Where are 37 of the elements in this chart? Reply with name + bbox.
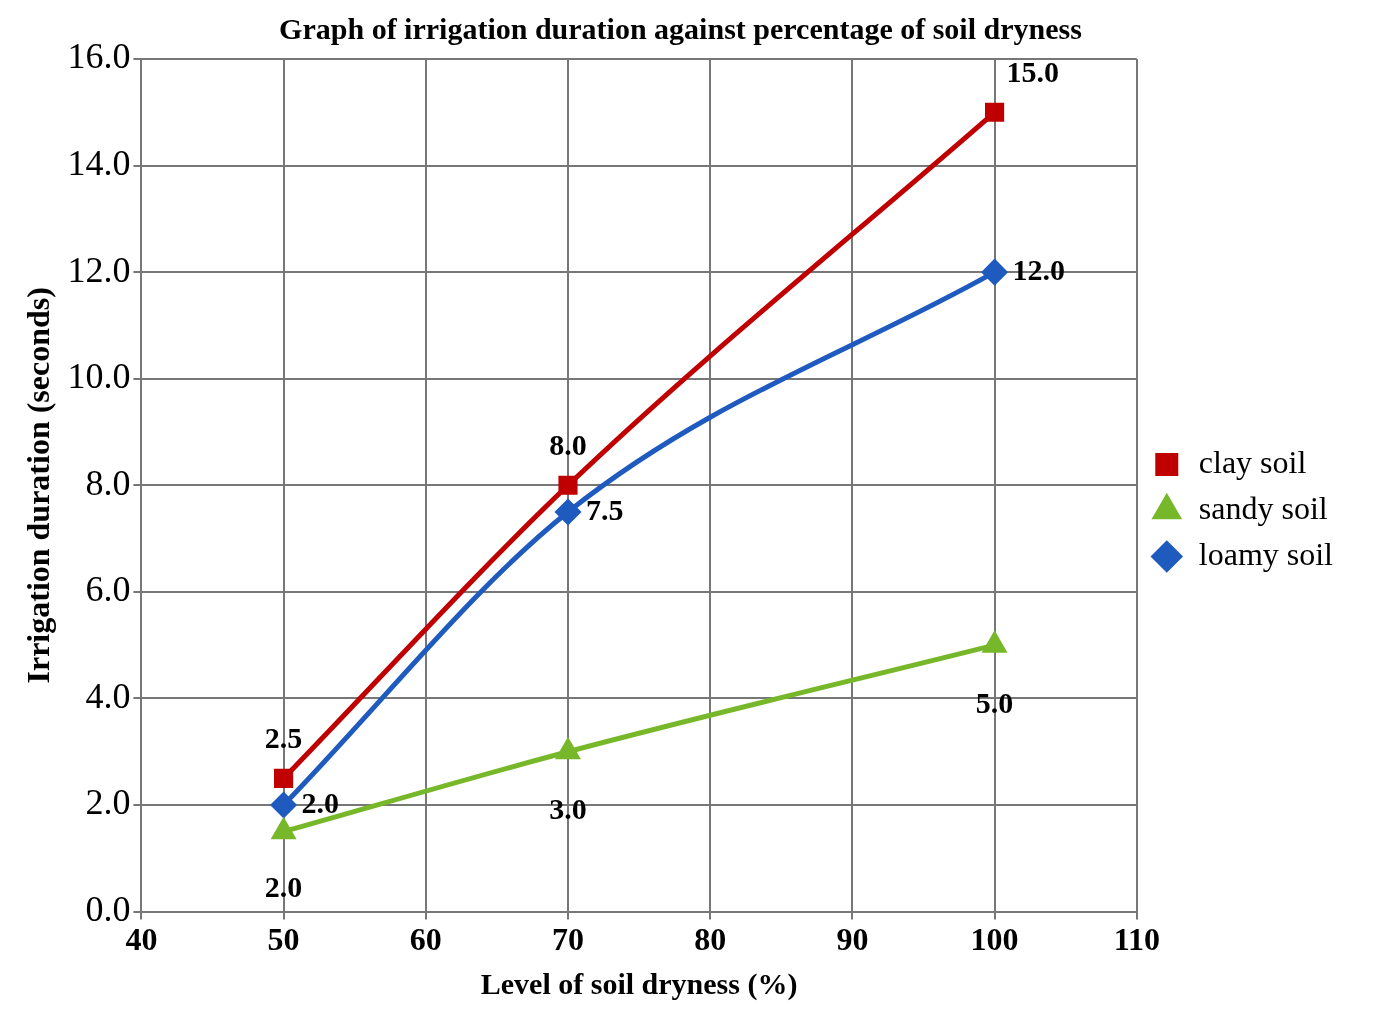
point [271,792,297,818]
annotation: 2.0 [264,870,303,904]
data-label: 7.5 [585,492,624,526]
data-label: 3.0 [549,792,587,826]
point [556,739,580,760]
y-tick-label: 4.0 [85,675,131,716]
data-label: 2.5 [264,721,303,755]
x-axis-title: Level of soil dryness (%) [480,966,798,1001]
y-tick-label: 8.0 [85,462,131,503]
legend-label: loamy soil [1198,535,1334,572]
x-tick-label: 60 [409,921,442,958]
x-tick-label: 110 [1113,921,1160,958]
data-label: 8.0 [549,428,587,462]
point [558,475,578,495]
point [985,102,1005,122]
y-tick-label: 6.0 [85,569,131,610]
x-tick-label: 50 [267,921,300,958]
y-axis-title: Irrigation duration (seconds) [20,287,57,684]
data-label: 15.0 [1006,55,1060,89]
y-tick-label: 2.0 [85,782,131,823]
point [555,499,581,525]
chart-title: Graph of irrigation duration against percentage of soil dryness [279,11,1082,45]
data-label: 2.0 [301,785,340,819]
x-tick-label: 90 [836,921,869,958]
data-label: 12.0 [1012,252,1066,286]
x-tick-label: 80 [694,921,727,958]
legend-label: sandy soil [1198,489,1328,526]
y-tick-label: 14.0 [67,143,131,184]
x-tick-label: 100 [970,921,1019,958]
point [274,768,294,788]
legend-label: clay soil [1198,443,1307,480]
x-tick-label: 70 [551,921,584,958]
point [982,259,1008,285]
y-tick-label: 12.0 [67,249,131,290]
y-tick-label: 16.0 [67,36,131,77]
y-tick-label: 10.0 [67,356,131,397]
data-label: 5.0 [975,685,1014,719]
